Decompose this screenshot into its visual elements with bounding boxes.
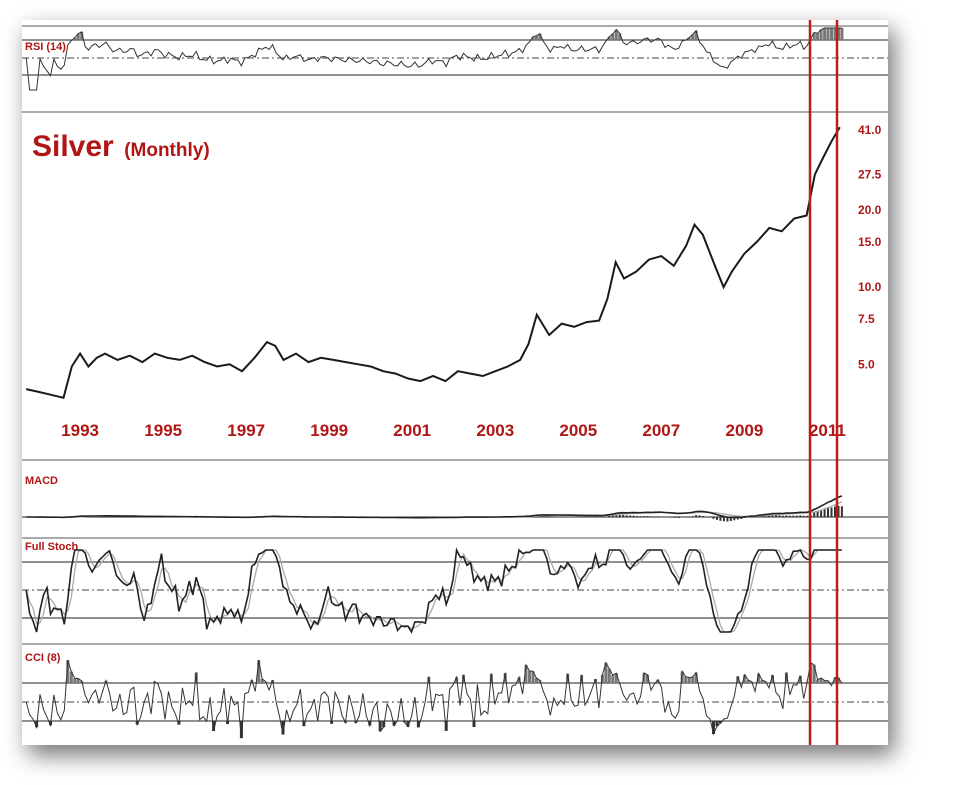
macd-histogram-bar xyxy=(733,517,736,521)
macd-histogram-bar xyxy=(695,515,698,517)
macd-histogram-bar xyxy=(549,516,552,517)
macd-histogram-bar xyxy=(775,514,777,517)
macd-histogram-bar xyxy=(625,515,628,517)
x-tick-label: 1993 xyxy=(61,421,99,440)
macd-histogram-bar xyxy=(795,515,798,517)
macd-line xyxy=(26,495,843,519)
x-tick-label: 2001 xyxy=(393,421,431,440)
macd-histogram-bar xyxy=(820,509,823,517)
macd-histogram-bar xyxy=(802,515,805,517)
macd-histogram-bar xyxy=(709,517,711,518)
macd-histogram-bar xyxy=(674,517,677,518)
cci-panel: CCI (8) xyxy=(22,643,888,739)
rsi-label: RSI (14) xyxy=(25,41,66,53)
chart-subtitle: (Monthly) xyxy=(124,140,209,161)
macd-histogram-bar xyxy=(632,515,635,517)
macd-histogram-bar xyxy=(629,515,632,517)
x-tick-label: 2011 xyxy=(809,421,846,440)
x-axis-tick-labels: 1993 1995 1997 1999 2001 2003 2005 2007 2009 2011 xyxy=(61,421,846,440)
macd-histogram-bar xyxy=(806,515,809,517)
macd-histogram-bar xyxy=(545,515,548,517)
chart-title: Silver (Monthly) xyxy=(32,130,210,163)
macd-histogram-bar xyxy=(650,516,652,517)
macd-histogram-bar xyxy=(712,517,715,519)
macd-histogram-bar xyxy=(781,515,784,517)
macd-histogram-bar xyxy=(681,517,684,518)
y-tick-label: 10.0 xyxy=(858,280,882,294)
price-panel: Silver (Monthly) 1993 1995 1997 1999 2001 200… xyxy=(25,123,882,440)
macd-histogram-bar xyxy=(552,516,555,517)
macd-histogram-bar xyxy=(677,517,680,518)
macd-histogram-bar xyxy=(719,517,722,521)
macd-histogram-bar xyxy=(830,507,833,517)
silver-chart: RSI (14) Silver (Monthly) 1993 1995 1997 19… xyxy=(22,20,888,745)
stoch-k-line xyxy=(25,547,842,634)
macd-histogram-bar xyxy=(771,514,774,517)
price-line xyxy=(25,126,841,400)
x-tick-label: 2005 xyxy=(559,421,597,440)
y-tick-label: 5.0 xyxy=(858,357,875,371)
x-tick-label: 1999 xyxy=(310,421,348,440)
y-axis-tick-labels: 41.0 27.5 20.0 15.0 10.0 7.5 5.0 xyxy=(858,123,882,371)
macd-histogram-bar xyxy=(556,516,559,517)
chart-card: RSI (14) Silver (Monthly) 1993 1995 1997 19… xyxy=(22,20,888,745)
macd-histogram-bar xyxy=(716,517,718,520)
macd-histogram-bar xyxy=(823,508,826,517)
macd-histogram-bar xyxy=(643,516,646,517)
rsi-line xyxy=(25,27,842,91)
cci-label: CCI (8) xyxy=(25,652,61,664)
macd-histogram-bar xyxy=(611,515,614,517)
macd-histogram-bar xyxy=(618,514,621,517)
macd-histogram-bar xyxy=(799,515,802,517)
x-tick-label: 1997 xyxy=(227,421,265,440)
macd-histogram-bar xyxy=(702,516,705,517)
macd-histogram-bar xyxy=(722,517,725,522)
macd-histogram-bar xyxy=(788,515,791,517)
stoch-d-line xyxy=(25,549,842,633)
macd-histogram-bar xyxy=(691,516,694,517)
macd-histogram-bar xyxy=(778,515,781,517)
rsi-overbought-fill xyxy=(73,28,844,40)
macd-histogram-bar xyxy=(840,506,843,517)
macd-histogram-bar xyxy=(636,516,639,517)
macd-histogram-bar xyxy=(622,514,625,517)
macd-histogram-bar xyxy=(646,516,649,517)
macd-histogram-bar xyxy=(653,516,656,517)
x-tick-label: 2003 xyxy=(476,421,514,440)
macd-histogram-bar xyxy=(670,517,673,518)
chart-title-main: Silver xyxy=(32,130,114,163)
macd-histogram-bar xyxy=(816,511,819,517)
x-tick-label: 2007 xyxy=(642,421,680,440)
macd-histogram-bar xyxy=(726,517,729,522)
stoch-label: Full Stoch xyxy=(25,541,78,553)
y-tick-label: 41.0 xyxy=(858,123,882,137)
macd-histogram-bar xyxy=(736,517,739,520)
y-tick-label: 15.0 xyxy=(858,235,882,249)
y-tick-label: 27.5 xyxy=(858,167,882,181)
macd-histogram-bar xyxy=(639,516,642,517)
cci-overbought-fill xyxy=(66,660,840,683)
macd-histogram-bar xyxy=(792,515,795,517)
x-tick-label: 2009 xyxy=(725,421,763,440)
macd-histogram-bar xyxy=(729,517,732,521)
y-tick-label: 20.0 xyxy=(858,203,882,217)
macd-panel: MACD xyxy=(22,459,888,522)
macd-histogram-bar xyxy=(834,506,836,517)
y-tick-label: 7.5 xyxy=(858,312,875,326)
macd-label: MACD xyxy=(25,475,58,487)
macd-histogram-bar xyxy=(837,505,840,517)
stoch-panel: Full Stoch xyxy=(22,537,888,634)
macd-histogram-bar xyxy=(827,507,829,517)
macd-histogram-bar xyxy=(768,515,770,517)
macd-histogram-bar xyxy=(615,514,618,517)
cci-line xyxy=(25,659,843,739)
rsi-panel: RSI (14) xyxy=(22,25,888,91)
x-tick-label: 1995 xyxy=(144,421,182,440)
macd-histogram-bar xyxy=(813,512,816,517)
macd-histogram-bar xyxy=(698,515,701,517)
macd-histogram-bar xyxy=(608,516,611,517)
macd-histogram-bar xyxy=(656,516,659,517)
macd-histogram-bar xyxy=(660,516,663,517)
macd-histogram-bar xyxy=(785,515,788,517)
